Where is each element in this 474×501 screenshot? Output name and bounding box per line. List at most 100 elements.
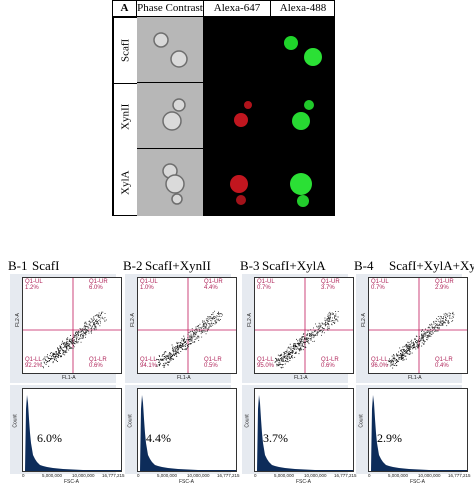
- histogram-area: [138, 395, 236, 471]
- scatter-dots: [274, 311, 339, 369]
- histogram-x-axis-label: FSC-A: [410, 479, 425, 485]
- row-label-scafi: ScafI: [113, 17, 137, 83]
- gated-percent-label: 6.0%: [37, 431, 62, 445]
- quadrant-lr-label: Q1-LR 0.4%: [435, 357, 453, 369]
- histogram-svg: [369, 395, 467, 471]
- histogram-plot: 2.9%: [368, 388, 468, 472]
- histogram-x-tick: 0: [22, 473, 25, 478]
- histogram-x-tick: 5,000,000: [157, 473, 178, 478]
- histogram-x-tick: 5,000,000: [388, 473, 409, 478]
- scatter-x-axis-label: FL1-A: [62, 375, 76, 381]
- scatter-y-axis-label: FL2-A: [129, 313, 136, 327]
- quadrant-ll-label: Q1-LL 92.2%: [25, 357, 43, 369]
- histogram-x-tick: 0: [368, 473, 371, 478]
- quadrant-ll-label: Q1-LL 96.0%: [371, 357, 389, 369]
- scatter-plot: Q1-UL 1.2% Q1-UR 6.0% Q1-LL 92.2% Q1-LR 0.6…: [22, 277, 122, 374]
- panel-b-label: B-3: [240, 258, 260, 273]
- scatter-plot: Q1-UL 0.7% Q1-UR 3.7% Q1-LL 95.0% Q1-LR 0.6…: [254, 277, 354, 374]
- scatter-dots: [40, 311, 107, 369]
- quadrant-ur-label: Q1-UR 6.0%: [89, 279, 108, 291]
- image-xyla-phase: [137, 149, 204, 216]
- histogram-svg: [255, 395, 353, 471]
- histogram-x-tick: 0: [254, 473, 257, 478]
- histogram-area: [23, 395, 121, 471]
- histogram-x-tick: 16,777,215: [334, 473, 357, 478]
- histogram-area: [255, 395, 353, 471]
- gated-percent-label: 4.4%: [146, 431, 171, 445]
- histogram-x-tick: 10,000,000: [304, 473, 327, 478]
- histogram-x-axis-label: FSC-A: [296, 479, 311, 485]
- panel-a-grid: A Phase Contrast Alexa-647 Alexa-488 Sca…: [112, 0, 335, 216]
- header-alexa-647: Alexa-647: [204, 1, 271, 17]
- image-scafi-alexa488: [271, 17, 335, 83]
- panel-a-label: A: [113, 1, 137, 17]
- histogram-x-tick: 16,777,215: [217, 473, 240, 478]
- image-xynii-alexa647: [204, 83, 271, 149]
- quadrant-lr-label: Q1-LR 0.6%: [321, 357, 339, 369]
- header-alexa-488: Alexa-488: [271, 1, 335, 17]
- image-scafi-phase: [137, 17, 204, 83]
- scatter-plot: Q1-UL 0.7% Q1-UR 2.9% Q1-LL 96.0% Q1-LR 0.4…: [368, 277, 468, 374]
- histogram-y-axis-label: Count: [12, 414, 19, 428]
- row-label-xyla: XylA: [113, 149, 137, 216]
- scatter-svg: [255, 278, 353, 373]
- panel-b-title: ScafI: [32, 258, 60, 273]
- panel-b-title: ScafI+XylA: [262, 258, 326, 273]
- gated-percent-label: 2.9%: [377, 431, 402, 445]
- quadrant-lr-label: Q1-LR 0.6%: [89, 357, 107, 369]
- quadrant-ul-label: Q1-UL 1.2%: [25, 279, 43, 291]
- histogram-x-axis-label: FSC-A: [64, 479, 79, 485]
- quadrant-ul-label: Q1-UL 0.7%: [371, 279, 389, 291]
- panel-b-label: B-2: [123, 258, 143, 273]
- panel-b-title: ScafI+XynII: [145, 258, 211, 273]
- quadrant-ul-label: Q1-UL 1.0%: [140, 279, 158, 291]
- histogram-y-axis-label: Count: [358, 414, 365, 428]
- histogram-svg: [138, 395, 236, 471]
- scatter-x-axis-label: FL1-A: [177, 375, 191, 381]
- histogram-x-tick: 10,000,000: [72, 473, 95, 478]
- scatter-y-axis-label: FL2-A: [246, 313, 253, 327]
- scatter-x-axis-label: FL1-A: [408, 375, 422, 381]
- histogram-y-axis-label: Count: [244, 414, 251, 428]
- scatter-svg: [138, 278, 236, 373]
- header-phase-contrast: Phase Contrast: [137, 1, 204, 17]
- histogram-x-axis-label: FSC-A: [179, 479, 194, 485]
- panel-b-label: B-1: [8, 258, 28, 273]
- quadrant-ur-label: Q1-UR 3.7%: [321, 279, 340, 291]
- histogram-x-tick: 5,000,000: [274, 473, 295, 478]
- histogram-x-tick: 16,777,215: [102, 473, 125, 478]
- image-xyla-alexa488: [271, 149, 335, 216]
- histogram-plot: 3.7%: [254, 388, 354, 472]
- panel-b-title: ScafI+XylA+XynII: [389, 258, 474, 273]
- histogram-area: [369, 395, 467, 471]
- histogram-y-axis-label: Count: [127, 414, 134, 428]
- scatter-y-axis-label: FL2-A: [14, 313, 21, 327]
- quadrant-ll-label: Q1-LL 95.0%: [257, 357, 275, 369]
- image-xynii-alexa488: [271, 83, 335, 149]
- histogram-svg: [23, 395, 121, 471]
- scatter-plot: Q1-UL 1.0% Q1-UR 4.4% Q1-LL 94.1% Q1-LR 0.5…: [137, 277, 237, 374]
- image-xynii-phase: [137, 83, 204, 149]
- image-scafi-alexa647: [204, 17, 271, 83]
- scatter-svg: [23, 278, 121, 373]
- histogram-x-tick: 16,777,215: [448, 473, 471, 478]
- histogram-x-tick: 5,000,000: [42, 473, 63, 478]
- quadrant-ul-label: Q1-UL 0.7%: [257, 279, 275, 291]
- scatter-svg: [369, 278, 467, 373]
- quadrant-ur-label: Q1-UR 4.4%: [204, 279, 223, 291]
- scatter-y-axis-label: FL2-A: [360, 313, 367, 327]
- histogram-x-tick: 10,000,000: [187, 473, 210, 478]
- histogram-x-tick: 0: [137, 473, 140, 478]
- gated-percent-label: 3.7%: [263, 431, 288, 445]
- scatter-dots: [387, 311, 455, 369]
- scatter-dots: [156, 310, 223, 368]
- histogram-plot: 4.4%: [137, 388, 237, 472]
- histogram-x-tick: 10,000,000: [418, 473, 441, 478]
- quadrant-ll-label: Q1-LL 94.1%: [140, 357, 158, 369]
- quadrant-ur-label: Q1-UR 2.9%: [435, 279, 454, 291]
- histogram-plot: 6.0%: [22, 388, 122, 472]
- image-xyla-alexa647: [204, 149, 271, 216]
- row-label-xynii: XynII: [113, 83, 137, 149]
- scatter-x-axis-label: FL1-A: [294, 375, 308, 381]
- panel-b-label: B-4: [354, 258, 374, 273]
